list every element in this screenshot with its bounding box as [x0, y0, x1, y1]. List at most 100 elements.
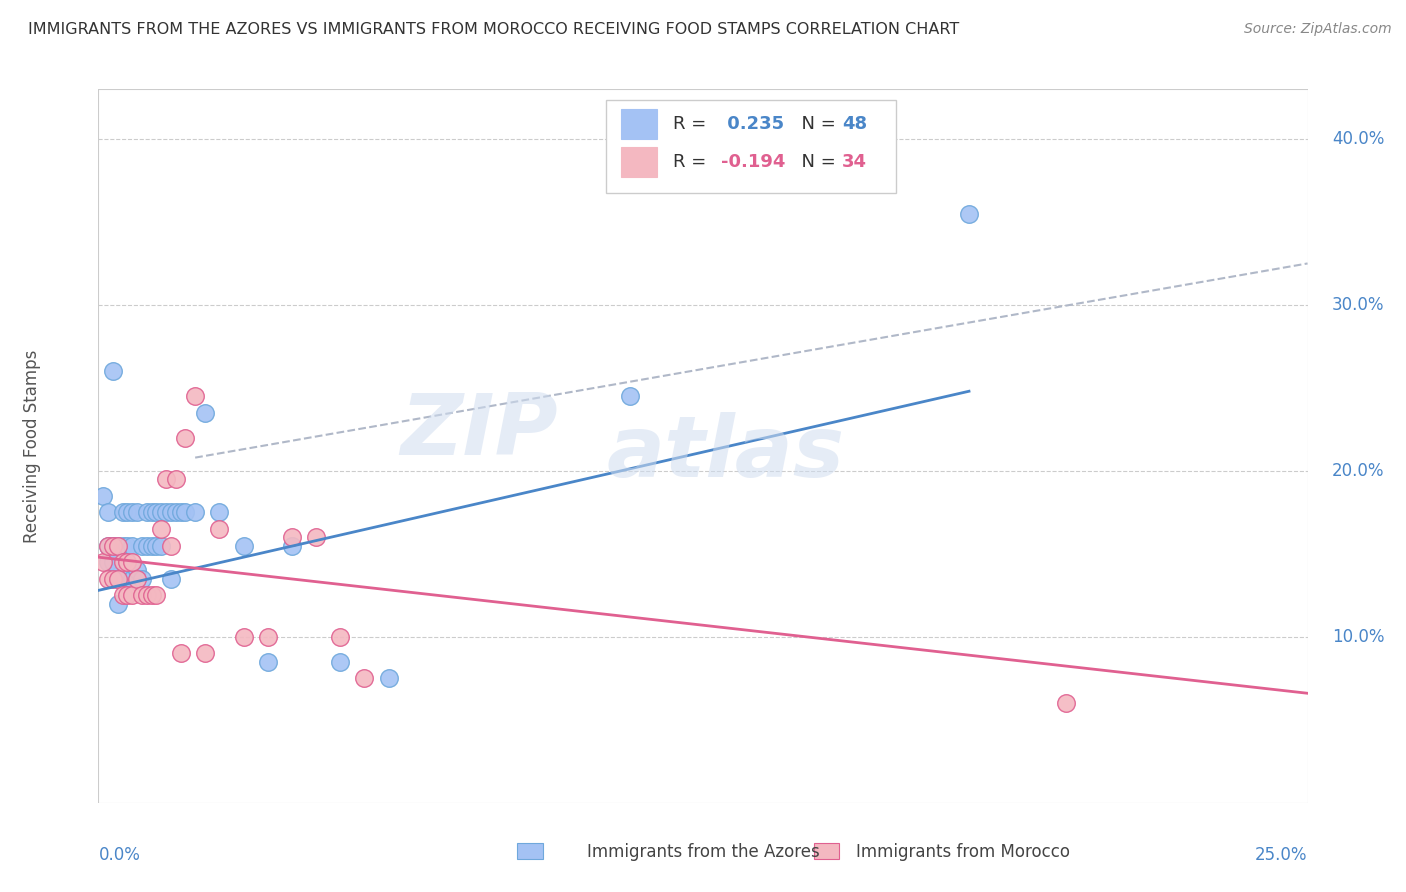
- Point: [97, 539, 120, 553]
- Point: [107, 572, 129, 586]
- Text: ZIP: ZIP: [401, 390, 558, 474]
- Bar: [814, 843, 839, 859]
- Point: [150, 505, 173, 519]
- Point: [107, 539, 129, 553]
- Bar: [621, 147, 657, 177]
- Point: [169, 647, 191, 661]
- Point: [111, 539, 134, 553]
- Point: [174, 431, 197, 445]
- Point: [165, 505, 187, 519]
- Point: [155, 472, 177, 486]
- Bar: [621, 109, 657, 139]
- Point: [208, 505, 231, 519]
- Point: [127, 564, 149, 578]
- Point: [194, 406, 217, 420]
- Point: [619, 389, 641, 403]
- FancyBboxPatch shape: [606, 100, 897, 193]
- Point: [121, 572, 143, 586]
- Point: [256, 655, 278, 669]
- Text: atlas: atlas: [606, 411, 845, 495]
- Text: N =: N =: [790, 153, 842, 171]
- Point: [97, 505, 120, 519]
- Point: [117, 564, 139, 578]
- Text: 25.0%: 25.0%: [1256, 846, 1308, 863]
- Point: [111, 588, 134, 602]
- Point: [281, 539, 304, 553]
- Text: 34: 34: [842, 153, 868, 171]
- Point: [117, 588, 139, 602]
- Point: [141, 505, 163, 519]
- Point: [91, 555, 114, 569]
- Point: [329, 630, 352, 644]
- Point: [232, 539, 254, 553]
- Point: [184, 505, 207, 519]
- Point: [101, 539, 124, 553]
- Point: [377, 671, 399, 685]
- Point: [101, 539, 124, 553]
- Point: [141, 588, 163, 602]
- Text: Immigrants from the Azores: Immigrants from the Azores: [586, 843, 820, 861]
- Text: 0.235: 0.235: [721, 115, 785, 133]
- Point: [97, 572, 120, 586]
- Point: [194, 647, 217, 661]
- Text: 0.0%: 0.0%: [98, 846, 141, 863]
- Text: Source: ZipAtlas.com: Source: ZipAtlas.com: [1244, 22, 1392, 37]
- Point: [117, 505, 139, 519]
- Point: [155, 505, 177, 519]
- Point: [101, 555, 124, 569]
- Text: -0.194: -0.194: [721, 153, 786, 171]
- Point: [145, 588, 167, 602]
- Point: [127, 572, 149, 586]
- Point: [135, 505, 157, 519]
- Text: 10.0%: 10.0%: [1331, 628, 1385, 646]
- Point: [165, 472, 187, 486]
- Point: [121, 505, 143, 519]
- Point: [131, 588, 153, 602]
- Text: R =: R =: [672, 115, 711, 133]
- Point: [184, 389, 207, 403]
- Point: [111, 505, 134, 519]
- Point: [107, 539, 129, 553]
- Point: [101, 572, 124, 586]
- Point: [131, 572, 153, 586]
- Point: [111, 555, 134, 569]
- Point: [135, 588, 157, 602]
- Point: [131, 539, 153, 553]
- Point: [145, 505, 167, 519]
- Text: 40.0%: 40.0%: [1331, 130, 1384, 148]
- Point: [127, 505, 149, 519]
- Point: [232, 630, 254, 644]
- Point: [101, 364, 124, 378]
- Point: [329, 655, 352, 669]
- Point: [121, 555, 143, 569]
- Text: Immigrants from Morocco: Immigrants from Morocco: [856, 843, 1070, 861]
- Point: [121, 539, 143, 553]
- Point: [208, 522, 231, 536]
- Point: [150, 522, 173, 536]
- Point: [1054, 696, 1077, 710]
- Point: [141, 539, 163, 553]
- Point: [256, 630, 278, 644]
- Point: [305, 530, 328, 544]
- Point: [160, 539, 183, 553]
- Point: [135, 539, 157, 553]
- Text: 48: 48: [842, 115, 868, 133]
- Point: [150, 539, 173, 553]
- Point: [107, 597, 129, 611]
- Point: [91, 489, 114, 503]
- Text: IMMIGRANTS FROM THE AZORES VS IMMIGRANTS FROM MOROCCO RECEIVING FOOD STAMPS CORR: IMMIGRANTS FROM THE AZORES VS IMMIGRANTS…: [28, 22, 959, 37]
- Point: [121, 588, 143, 602]
- Text: 20.0%: 20.0%: [1331, 462, 1385, 480]
- Point: [160, 505, 183, 519]
- Point: [145, 539, 167, 553]
- Point: [160, 572, 183, 586]
- Text: Receiving Food Stamps: Receiving Food Stamps: [22, 350, 41, 542]
- Point: [97, 539, 120, 553]
- Text: N =: N =: [790, 115, 842, 133]
- Point: [957, 207, 980, 221]
- Point: [117, 539, 139, 553]
- Text: 30.0%: 30.0%: [1331, 296, 1385, 314]
- Point: [281, 530, 304, 544]
- Bar: [517, 843, 543, 859]
- Point: [169, 505, 191, 519]
